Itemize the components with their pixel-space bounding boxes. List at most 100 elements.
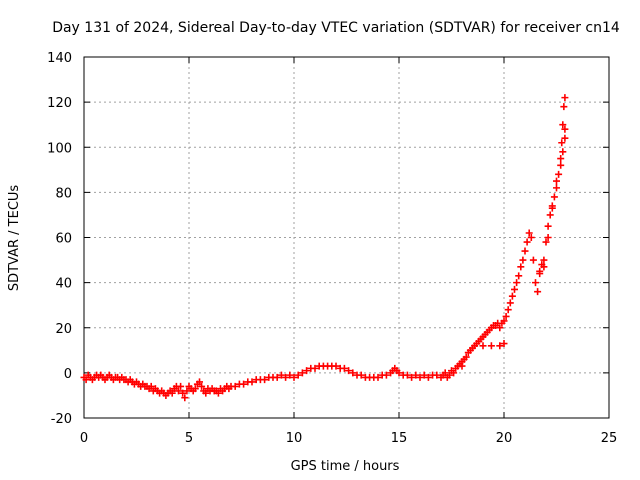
y-tick-label-6: 100: [47, 141, 72, 156]
data-point-0-32: [147, 382, 155, 390]
data-point-0-186: [487, 342, 495, 350]
data-point-0-164: [525, 229, 533, 237]
data-point-0-46: [177, 382, 185, 390]
data-point-0-195: [557, 161, 565, 169]
data-point-0-176: [550, 193, 558, 201]
chart-grid: [84, 57, 609, 418]
plot-frame: [83, 56, 610, 419]
data-point-0-171: [540, 256, 548, 264]
data-point-0-156: [508, 292, 516, 300]
data-point-0-187: [496, 342, 504, 350]
data-point-0-118: [420, 371, 428, 379]
data-point-0-71: [231, 382, 239, 390]
data-point-0-53: [191, 385, 199, 393]
x-tick-label-3: 15: [391, 431, 408, 446]
y-tick-label-5: 80: [55, 186, 72, 201]
data-point-0-184: [561, 125, 569, 133]
data-point-0-194: [553, 177, 560, 185]
data-point-0-87: [298, 369, 306, 377]
data-point-0-189: [458, 362, 466, 370]
data-point-0-181: [559, 121, 567, 129]
data-point-0-196: [559, 148, 567, 156]
data-point-0-117: [416, 373, 424, 381]
data-point-0-58: [202, 389, 210, 397]
x-axis-label: GPS time / hours: [291, 459, 400, 474]
data-point-0-172: [542, 238, 550, 246]
x-tick-label-0: 0: [80, 431, 88, 446]
data-point-0-155: [506, 299, 514, 307]
data-point-0-95: [332, 362, 340, 370]
y-axis-label: SDTVAR / TECUs: [7, 185, 22, 292]
data-point-0-163: [523, 238, 531, 246]
chart-title: Day 131 of 2024, Sidereal Day-to-day VTE…: [52, 20, 620, 36]
data-point-0-83: [282, 373, 290, 381]
data-point-0-153: [502, 312, 510, 320]
data-point-0-56: [198, 382, 206, 390]
data-point-0-180: [558, 139, 566, 147]
data-point-0-167: [532, 279, 539, 287]
data-point-0-49: [183, 387, 191, 395]
y-tick-label-1: 0: [64, 367, 72, 382]
data-point-0-75: [248, 378, 256, 386]
data-point-0-185: [479, 342, 487, 350]
data-point-0-82: [277, 371, 285, 379]
data-point-0-119: [424, 373, 432, 381]
data-point-0-116: [412, 371, 420, 379]
data-point-0-45: [175, 387, 182, 395]
data-point-0-107: [382, 371, 390, 379]
data-point-0-179: [557, 155, 565, 163]
data-point-0-177: [553, 184, 560, 192]
x-tick-label-2: 10: [286, 431, 303, 446]
y-tick-label-3: 40: [55, 277, 72, 292]
data-point-0-162: [521, 247, 529, 255]
data-point-0-192: [544, 234, 552, 241]
data-point-0-191: [540, 263, 548, 271]
data-point-0-112: [395, 369, 403, 377]
data-point-0-152: [500, 317, 508, 325]
y-tick-label-4: 60: [55, 232, 72, 247]
data-point-0-86: [294, 371, 302, 379]
data-point-0-90: [311, 364, 319, 372]
data-point-0-161: [519, 256, 527, 264]
data-point-0-190: [536, 270, 544, 278]
data-point-0-126: [445, 371, 453, 379]
data-point-0-84: [286, 371, 294, 379]
data-point-0-115: [408, 373, 416, 381]
data-point-0-173: [544, 222, 552, 230]
data-point-0-150: [496, 324, 504, 332]
data-point-0-157: [511, 285, 518, 293]
data-points: [80, 94, 569, 402]
data-point-0-1: [82, 376, 90, 384]
y-tick-label-8: 140: [47, 51, 72, 66]
data-point-0-182: [560, 103, 568, 111]
data-point-0-166: [529, 256, 537, 264]
data-point-0-42: [168, 389, 176, 397]
data-point-0-81: [273, 373, 281, 381]
data-point-0-114: [403, 371, 411, 379]
data-point-0-128: [450, 369, 458, 377]
data-point-0-78: [261, 376, 269, 384]
data-point-0-188: [500, 340, 508, 348]
y-tick-label-2: 20: [55, 322, 72, 337]
data-point-0-64: [214, 389, 222, 397]
y-tick-label-0: -20: [51, 412, 72, 427]
data-point-0-183: [561, 94, 569, 102]
x-tick-label-1: 5: [185, 431, 193, 446]
y-tick-label-7: 120: [47, 96, 72, 111]
data-point-0-98: [345, 367, 353, 375]
data-point-0-154: [504, 306, 512, 314]
data-point-0-85: [290, 373, 298, 381]
data-point-0-121: [433, 371, 441, 379]
data-point-0-159: [515, 272, 523, 280]
data-point-0-105: [374, 373, 382, 381]
data-point-0-124: [441, 369, 449, 377]
data-point-0-99: [349, 369, 357, 377]
data-point-0-158: [513, 279, 521, 287]
data-point-0-178: [555, 170, 563, 178]
data-point-0-47: [179, 389, 187, 397]
data-point-0-101: [357, 371, 365, 379]
data-point-0-174: [546, 211, 554, 219]
data-point-0-134: [462, 353, 470, 361]
data-point-0-97: [340, 364, 348, 372]
